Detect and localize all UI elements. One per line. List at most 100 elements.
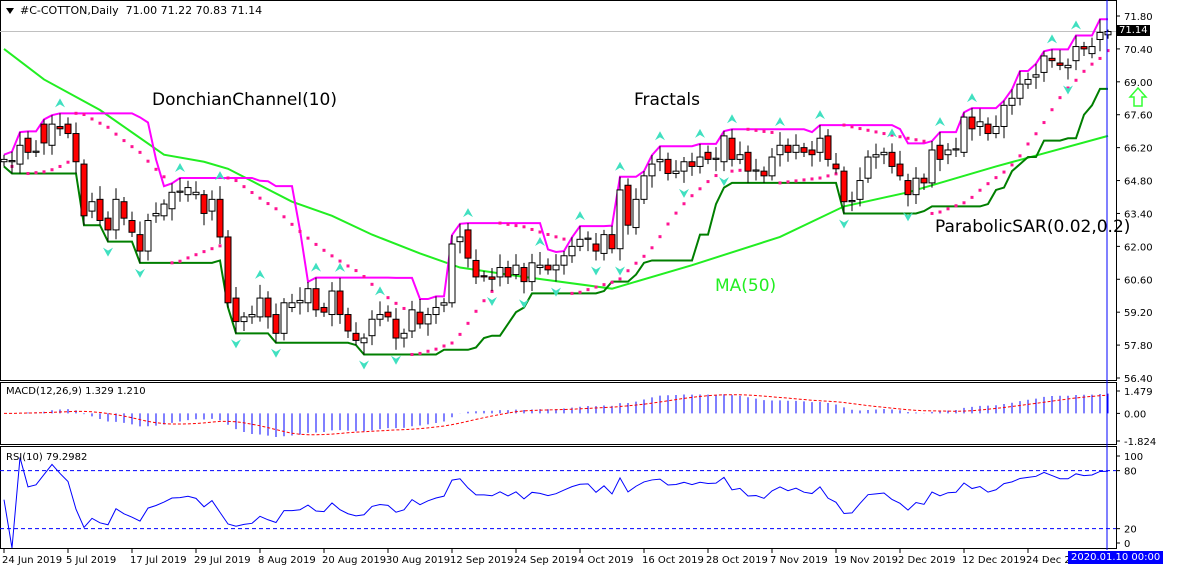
- candle-body: [448, 243, 456, 304]
- candle-body: [744, 151, 752, 172]
- candle: [920, 173, 928, 190]
- fractal-up-icon: [375, 286, 385, 296]
- candle: [848, 191, 856, 212]
- sar-dot: [178, 259, 182, 263]
- sar-dot: [426, 349, 430, 353]
- sar-dot: [1090, 62, 1094, 66]
- sar-dot: [730, 169, 734, 173]
- sar-dot: [570, 291, 574, 295]
- sar-dot: [194, 253, 198, 257]
- candle: [1088, 37, 1096, 59]
- candle-body: [56, 125, 64, 130]
- candle-body: [696, 156, 704, 167]
- candle: [40, 119, 48, 155]
- candle-body: [904, 180, 912, 196]
- candle-body: [568, 245, 576, 257]
- candle: [888, 143, 896, 174]
- y-tick-label: 71.80: [1124, 12, 1153, 23]
- candle: [792, 134, 800, 160]
- fractal-down-icon: [359, 360, 369, 370]
- sar-dot: [466, 321, 470, 325]
- y-tick-label: 60.60: [1124, 275, 1153, 286]
- sar-dot: [1018, 154, 1022, 158]
- candle: [360, 333, 368, 355]
- fractal-down-icon: [591, 266, 601, 276]
- candle-body: [656, 158, 664, 163]
- candle: [216, 186, 224, 245]
- sar-dot: [474, 309, 478, 313]
- candle: [16, 132, 24, 174]
- candle-body: [704, 151, 712, 160]
- fractal-up-icon: [655, 131, 665, 141]
- sar-dot: [1058, 96, 1062, 100]
- candle-body: [384, 311, 392, 318]
- candle-body: [1032, 74, 1040, 78]
- x-tick-label: 12 Sep 2019: [450, 555, 513, 566]
- candle-body: [472, 259, 480, 278]
- candle-body: [552, 264, 560, 271]
- candle: [104, 211, 112, 242]
- candle: [392, 308, 400, 350]
- y-tick-label: 70.40: [1124, 45, 1153, 56]
- candle-body: [80, 163, 88, 217]
- candle: [784, 138, 792, 162]
- sar-dot: [354, 269, 358, 273]
- candle: [736, 141, 744, 165]
- candle: [368, 310, 376, 346]
- candle: [656, 146, 664, 172]
- sar-dot: [394, 301, 398, 305]
- sar-dot: [834, 172, 838, 176]
- candle-body: [48, 123, 56, 146]
- sar-dot: [706, 180, 710, 184]
- x-tick-label: 16 Oct 2019: [642, 555, 704, 566]
- candle-body: [944, 149, 952, 156]
- sar-dot: [962, 201, 966, 205]
- sar-dot: [138, 150, 142, 154]
- sar-dot: [618, 277, 622, 281]
- candle: [256, 284, 264, 322]
- sar-dot: [746, 127, 750, 131]
- sar-dot: [1026, 142, 1030, 146]
- sar-dot: [410, 352, 414, 356]
- sar-dot: [658, 235, 662, 239]
- candle-body: [536, 264, 544, 269]
- fractal-up-icon: [967, 93, 977, 103]
- sar-dot: [322, 248, 326, 252]
- candle: [296, 287, 304, 315]
- candle-body: [232, 297, 240, 323]
- sar-dot: [442, 344, 446, 348]
- x-tick-label: 24 Sep 2019: [514, 555, 577, 566]
- sar-dot: [1002, 170, 1006, 174]
- y-tick-label: 64.80: [1124, 177, 1153, 188]
- candle-body: [392, 318, 400, 339]
- sar-dot: [738, 168, 742, 172]
- candle: [568, 237, 576, 263]
- sar-dot: [530, 227, 534, 231]
- candle: [864, 150, 872, 183]
- candle: [760, 166, 768, 183]
- candle-body: [192, 191, 200, 196]
- candle-body: [968, 116, 976, 130]
- sar-dot: [274, 207, 278, 211]
- candle: [960, 112, 968, 158]
- candle: [616, 176, 624, 261]
- candle-body: [160, 203, 168, 217]
- candle: [808, 141, 816, 167]
- dropdown-triangle-icon[interactable]: [6, 8, 14, 14]
- candle-body: [880, 151, 888, 156]
- macd-tick-label: -1.824: [1124, 437, 1156, 448]
- candle-body: [832, 163, 840, 170]
- rsi-panel-frame: [0, 446, 1117, 549]
- candle: [184, 180, 192, 202]
- candle: [504, 260, 512, 284]
- candle-body: [216, 198, 224, 238]
- sar-dot: [986, 182, 990, 186]
- candle-body: [688, 161, 696, 167]
- sar-dot: [90, 117, 94, 121]
- sar-dot: [514, 224, 518, 228]
- sar-dot: [1042, 121, 1046, 125]
- sar-dot: [1074, 78, 1078, 82]
- fractal-up-icon: [1071, 20, 1081, 30]
- candle-body: [936, 144, 944, 160]
